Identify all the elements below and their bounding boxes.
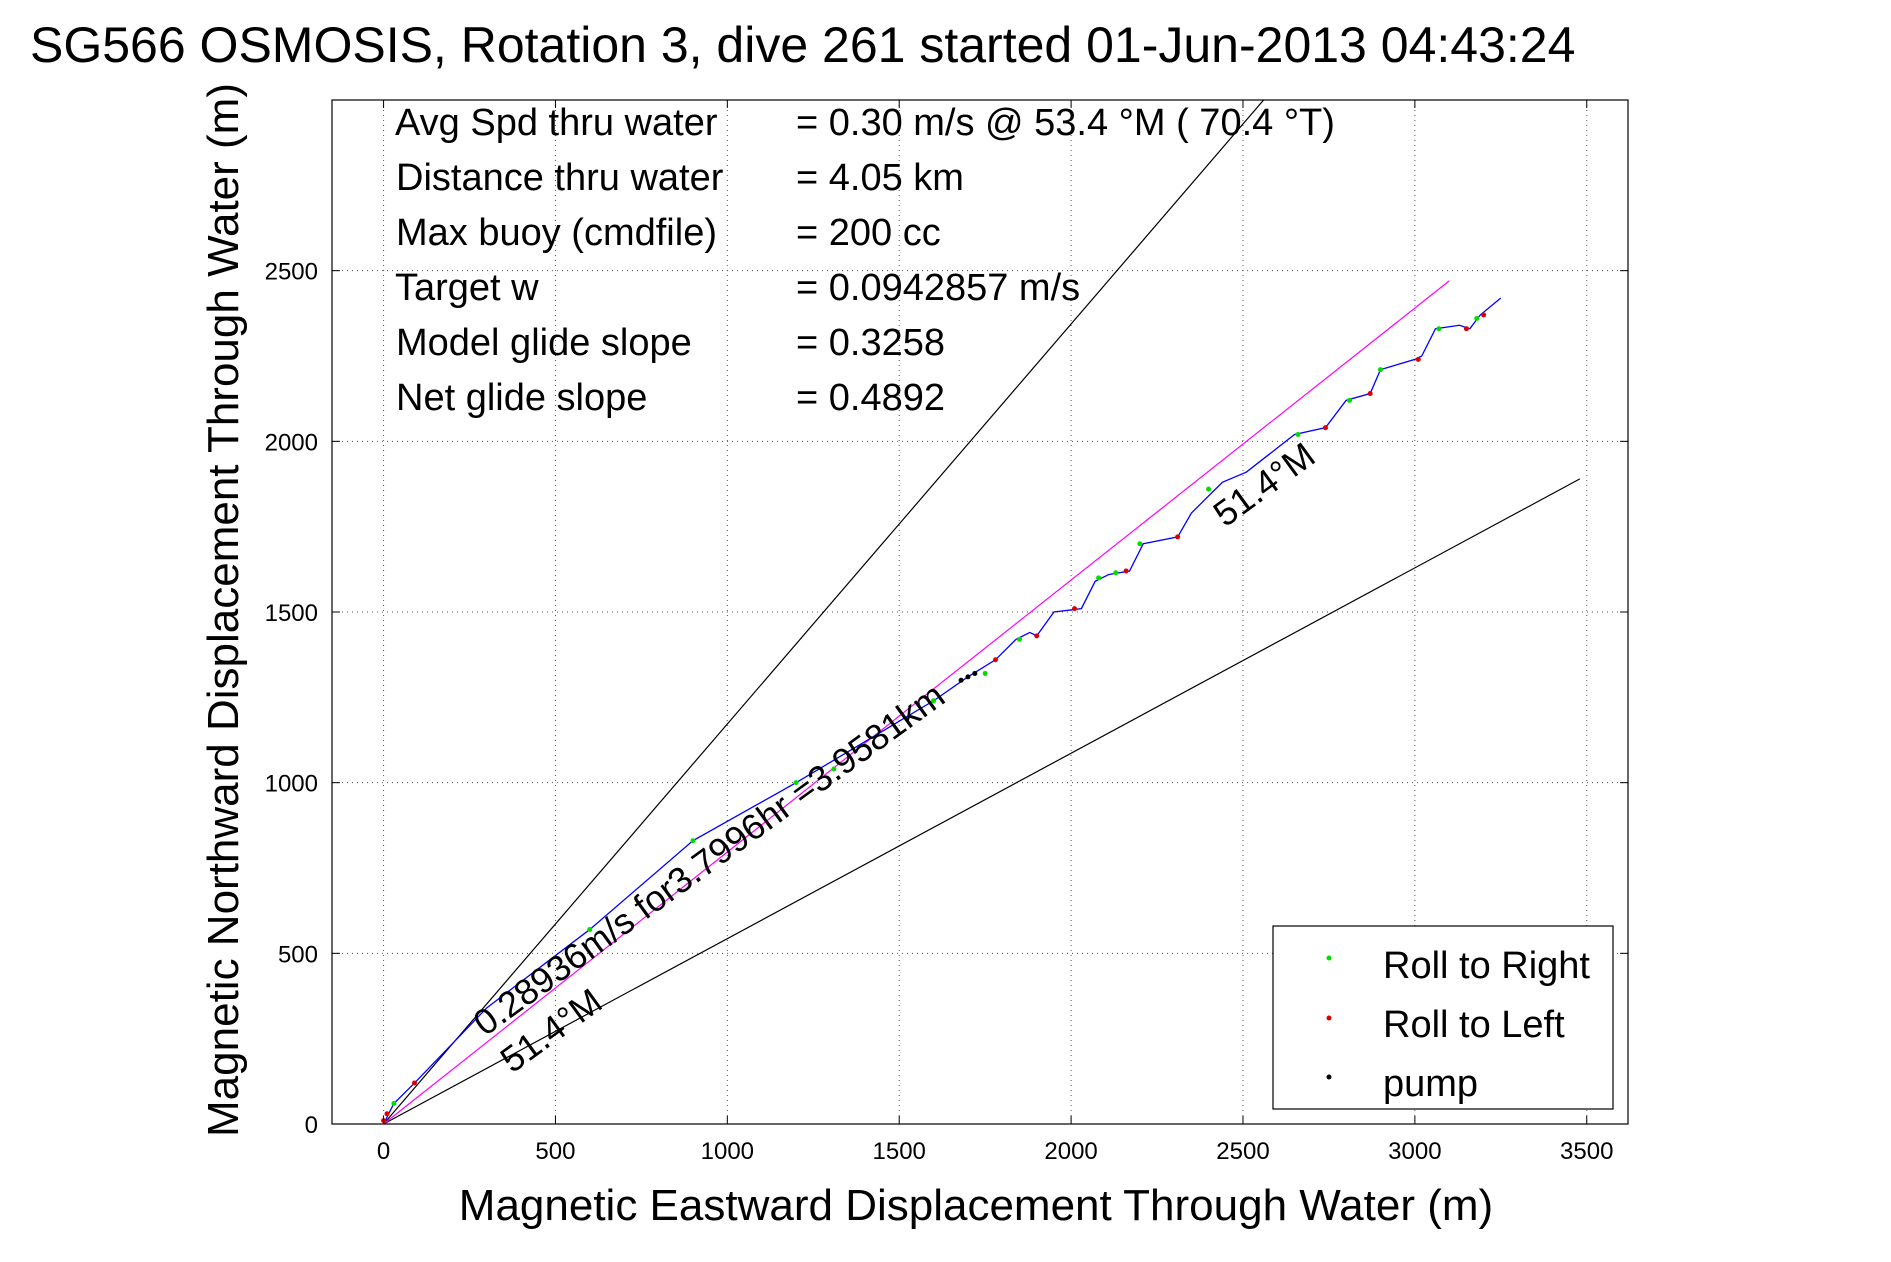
pump-point: [958, 677, 964, 683]
reference-line-upper: [383, 99, 1265, 1125]
x-tick-label: 1500: [873, 1138, 926, 1165]
stat-value: = 4.05 km: [796, 157, 964, 199]
reference-line-heading: [383, 280, 1450, 1125]
roll-left-point: [384, 1111, 390, 1117]
roll-right-point: [1295, 432, 1301, 438]
roll-right-point: [1206, 486, 1212, 492]
stat-label: Distance thru water: [396, 157, 724, 199]
roll-right-point: [1137, 541, 1143, 547]
axis-ticks: 0 500 1000 1500 2000 2500 3000 3500 0 500 1000 1500…: [265, 100, 1628, 1165]
x-axis-label: Magnetic Eastward Displacement Through W…: [459, 1181, 1493, 1230]
y-tick-label: 2500: [265, 259, 318, 286]
roll-right-point: [391, 1101, 397, 1107]
y-tick-label: 500: [278, 941, 318, 968]
y-tick-label: 0: [305, 1112, 318, 1139]
pump-point: [972, 670, 978, 676]
roll-left-point: [1463, 326, 1469, 332]
stat-value: = 200 cc: [796, 212, 941, 254]
roll-right-point: [587, 926, 593, 932]
stat-value: = 0.0942857 m/s: [796, 267, 1080, 309]
x-tick-label: 0: [377, 1138, 390, 1165]
roll-left-point: [1322, 425, 1328, 431]
x-tick-label: 1000: [701, 1138, 754, 1165]
roll-left-point: [1072, 606, 1078, 612]
stat-label: Target w: [395, 267, 539, 309]
y-tick-label: 1500: [265, 600, 318, 627]
roll-right-point: [1113, 570, 1119, 576]
roll-right-point: [793, 780, 799, 786]
roll-left-point: [992, 657, 998, 663]
roll-left-point: [1175, 534, 1181, 540]
roll-right-point: [982, 670, 988, 676]
roll-right-point: [1474, 315, 1480, 321]
stat-label: Net glide slope: [396, 377, 647, 419]
roll-left-point: [1481, 312, 1487, 318]
legend-label-roll-left: Roll to Left: [1383, 1004, 1565, 1046]
roll-right-point: [690, 838, 696, 844]
roll-right-point: [1436, 326, 1442, 332]
legend-label-roll-right: Roll to Right: [1383, 945, 1590, 987]
legend: Roll to Right Roll to Left pump: [1272, 925, 1614, 1110]
y-axis-label: Magnetic Northward Displacement Through …: [199, 83, 248, 1137]
chart-title: SG566 OSMOSIS, Rotation 3, dive 261 star…: [30, 17, 1575, 73]
pump-point: [965, 674, 971, 680]
plot-area: [331, 99, 1629, 1125]
stat-value: = 0.3258: [796, 322, 945, 364]
y-tick-label: 1000: [265, 771, 318, 798]
stat-label: Avg Spd thru water: [395, 102, 718, 144]
roll-left-point: [1415, 356, 1421, 362]
roll-right-point: [1096, 575, 1102, 581]
roll-left-point: [1034, 633, 1040, 639]
x-tick-label: 2000: [1044, 1138, 1097, 1165]
x-tick-label: 3500: [1560, 1138, 1613, 1165]
reference-lines: [383, 99, 1581, 1125]
stat-value: = 0.30 m/s @ 53.4 °M ( 70.4 °T): [796, 102, 1335, 144]
heading-annotation-upper: 51.4°M: [1206, 434, 1323, 534]
legend-label-pump: pump: [1383, 1063, 1478, 1105]
stat-value: = 0.4892: [796, 377, 945, 419]
x-tick-label: 500: [535, 1138, 575, 1165]
x-tick-label: 2500: [1216, 1138, 1269, 1165]
roll-right-point: [1377, 367, 1383, 373]
legend-marker-roll-right: [1326, 955, 1332, 961]
roll-right-point: [831, 766, 837, 772]
legend-marker-roll-left: [1326, 1015, 1332, 1021]
roll-left-point: [412, 1080, 418, 1086]
roll-left-point: [1123, 568, 1129, 574]
legend-marker-pump: [1326, 1074, 1332, 1080]
speed-annotation: 0.28936m/s for3.7996hr =3.9581km: [466, 674, 952, 1043]
roll-right-point: [1017, 636, 1023, 642]
stats-block: Avg Spd thru water = 0.30 m/s @ 53.4 °M …: [395, 102, 1335, 419]
roll-right-point: [931, 698, 937, 704]
roll-left-point: [1367, 391, 1373, 397]
x-tick-label: 3000: [1388, 1138, 1441, 1165]
series: [381, 297, 1502, 1125]
roll-right-point: [1347, 397, 1353, 403]
stat-label: Model glide slope: [396, 322, 692, 364]
stat-label: Max buoy (cmdfile): [396, 212, 717, 254]
reference-line-lower: [383, 478, 1581, 1125]
y-tick-label: 2000: [265, 429, 318, 456]
